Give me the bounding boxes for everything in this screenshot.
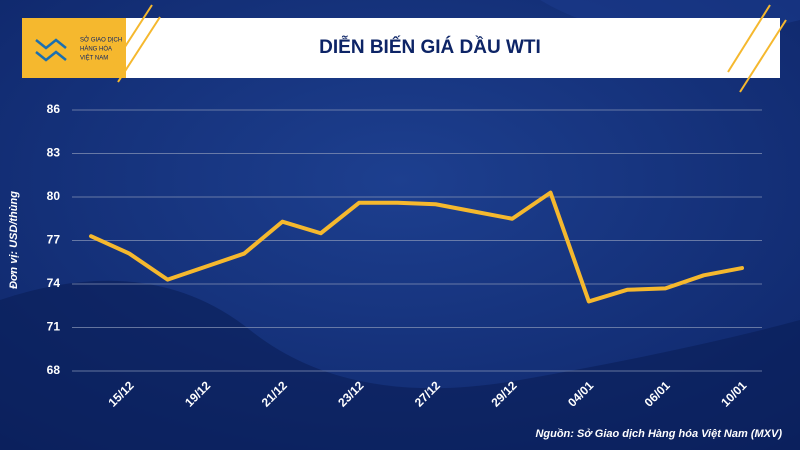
y-tick-label: 71: [47, 320, 61, 334]
decor-line: [727, 4, 771, 73]
decor-line: [117, 16, 161, 83]
decor-line: [109, 4, 153, 71]
logo-box: [22, 18, 126, 78]
y-axis-label: Đơn vị: USD/thùng: [8, 191, 20, 289]
logo-text: VIỆT NAM: [80, 54, 108, 62]
y-tick-label: 80: [47, 189, 61, 203]
y-tick-label: 86: [47, 102, 61, 116]
chart-title: DIỄN BIẾN GIÁ DẦU WTI: [319, 36, 541, 58]
decor-wave: [0, 280, 800, 450]
decor-line: [739, 19, 787, 93]
logo-text: HÀNG HÓA: [80, 46, 112, 53]
y-tick-label: 74: [47, 276, 61, 290]
y-tick-label: 77: [47, 233, 61, 247]
logo-icon: [35, 38, 67, 62]
header-banner: [22, 18, 780, 78]
logo-text: SỞ GIAO DỊCH: [80, 37, 122, 44]
source-note: Nguồn: Sở Giao dịch Hàng hóa Việt Nam (M…: [535, 428, 782, 440]
data-line: [89, 190, 744, 304]
y-tick-label: 83: [47, 146, 61, 160]
y-tick-label: 68: [47, 363, 61, 377]
